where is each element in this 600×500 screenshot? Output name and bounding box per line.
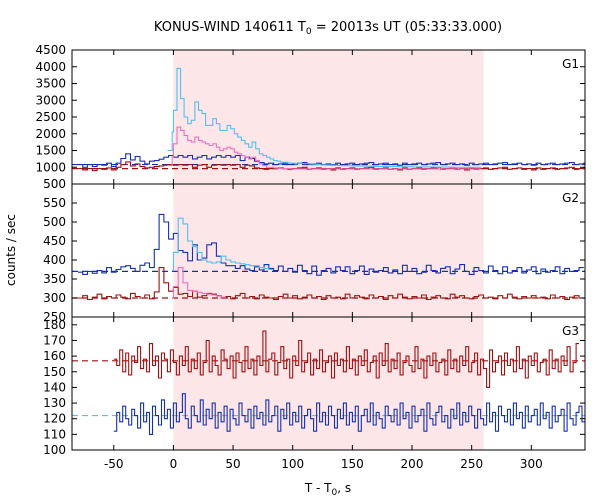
lightcurve-light_blue: [172, 217, 274, 272]
y-tick-label: 550: [43, 196, 66, 210]
y-tick-label: 4000: [35, 60, 66, 74]
y-tick-label: 130: [43, 396, 66, 410]
lightcurve-dark_red: [78, 267, 584, 301]
x-axis-label: T - T0, s: [304, 481, 351, 498]
y-tick-label: 110: [43, 427, 66, 441]
y-tick-label: 500: [43, 215, 66, 229]
lightcurve-dark_red: [113, 330, 579, 388]
y-tick-label: 300: [43, 291, 66, 305]
y-tick-label: 180: [43, 318, 66, 332]
y-tick-label: 3000: [35, 93, 66, 107]
y-tick-label: 250: [43, 310, 66, 324]
x-tick-label: 0: [170, 457, 178, 471]
series-group: [72, 213, 585, 301]
y-tick-label: 150: [43, 365, 66, 379]
y-axis-label: counts / sec: [4, 214, 18, 286]
y-tick-label: 120: [43, 412, 66, 426]
panel-g2: 250 300 350 400 450 500 550 G2: [43, 183, 586, 324]
x-tick-label: -50: [104, 457, 124, 471]
y-tick-label: 350: [43, 272, 66, 286]
lightcurve-light_blue: [167, 67, 482, 168]
panel-frame: [71, 316, 586, 451]
panel-label: G3: [562, 324, 579, 338]
y-tick-label: 140: [43, 380, 66, 394]
lightcurve-dark_red: [78, 161, 585, 172]
panel-label: G1: [562, 57, 579, 71]
y-tick-label: 450: [43, 234, 66, 248]
y-tick-label: 1500: [35, 144, 66, 158]
panel-label: G2: [562, 191, 579, 205]
series-group: [72, 330, 585, 435]
x-tick-label: 300: [520, 457, 543, 471]
x-tick-label: 150: [341, 457, 364, 471]
panels: 50010001500200025003000350040004500G1250…: [35, 43, 586, 471]
lightcurve-pink: [167, 126, 482, 170]
x-tick-label: 250: [460, 457, 483, 471]
y-tick-label: 4500: [35, 43, 66, 57]
x-tick-label: 100: [281, 457, 304, 471]
lightcurve-blue: [78, 213, 584, 276]
panel-g1: 500 1000 1500 2000 2500 3000 3500 4000 4500 G1: [35, 43, 586, 191]
y-tick-label: 400: [43, 253, 66, 267]
shaded-interval: [173, 50, 484, 450]
y-tick-label: 1000: [35, 160, 66, 174]
x-tick-label: 50: [225, 457, 240, 471]
y-tick-label: 2500: [35, 110, 66, 124]
y-tick-label: 500: [43, 177, 66, 191]
y-tick-label: 170: [43, 333, 66, 347]
chart-title: KONUS-WIND 140611 T0 = 20013s UT (05:33:…: [154, 20, 502, 37]
x-tick-label: 200: [401, 457, 424, 471]
y-tick-label: 2000: [35, 127, 66, 141]
y-tick-label: 160: [43, 349, 66, 363]
lightcurve-pink: [172, 267, 226, 299]
y-tick-label: 100: [43, 443, 66, 457]
y-tick-label: 3500: [35, 77, 66, 91]
lightcurve-blue: [113, 393, 585, 435]
series-group: [72, 67, 585, 172]
